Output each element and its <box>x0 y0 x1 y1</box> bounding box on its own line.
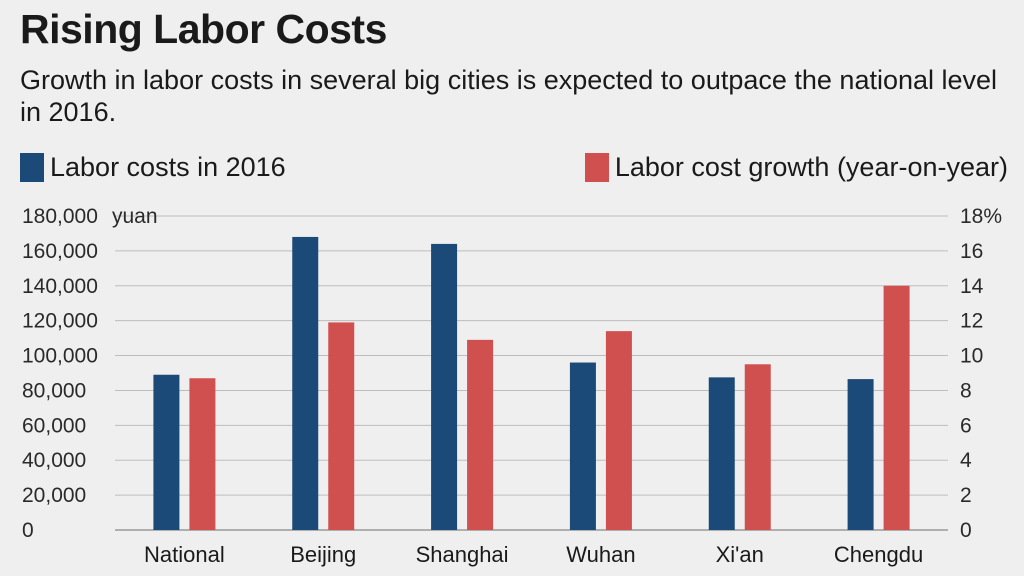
category-label: National <box>144 542 225 567</box>
right-tick-label: 6 <box>960 414 972 437</box>
left-tick-label: 160,000 <box>22 240 98 263</box>
bar-labor-cost-growth <box>328 322 355 530</box>
right-tick-label: 0 <box>960 519 972 542</box>
right-tick-label: 14 <box>960 275 984 298</box>
legend-label-labor-cost-growth: Labor cost growth (year-on-year) <box>614 152 1008 182</box>
right-tick-label: 18% <box>960 205 1002 228</box>
left-tick-label: 60,000 <box>22 414 86 437</box>
legend-label-labor-costs: Labor costs in 2016 <box>50 152 286 182</box>
bar-labor-cost-growth <box>189 378 216 530</box>
category-label: Beijing <box>290 542 356 567</box>
category-label: Shanghai <box>416 542 509 567</box>
legend-swatch-labor-costs <box>20 153 44 182</box>
category-label: Wuhan <box>566 542 635 567</box>
left-tick-label: 80,000 <box>22 379 86 402</box>
left-tick-label: 140,000 <box>22 275 98 298</box>
left-tick-label: 120,000 <box>22 310 98 333</box>
legend-labor-cost-growth: Labor cost growth (year-on-year) <box>584 152 1008 183</box>
left-tick-label: 0 <box>22 519 34 542</box>
category-label: Xi'an <box>716 542 764 567</box>
left-tick-label: 40,000 <box>22 449 86 472</box>
bar-labor-cost-growth <box>883 285 910 530</box>
legend-labor-costs: Labor costs in 2016 <box>20 152 286 183</box>
left-tick-label: 100,000 <box>22 345 98 368</box>
chart-subtitle: Growth in labor costs in several big cit… <box>20 65 998 127</box>
bar-labor-costs <box>431 243 458 530</box>
category-label: Chengdu <box>834 542 923 567</box>
left-axis-unit-label: yuan <box>112 205 158 228</box>
right-tick-label: 12 <box>960 310 983 333</box>
legend-swatch-labor-cost-growth <box>584 153 609 182</box>
bar-labor-costs <box>292 236 319 530</box>
right-tick-label: 10 <box>960 345 983 368</box>
bar-labor-costs <box>847 379 874 530</box>
bar-labor-costs <box>708 377 735 530</box>
right-tick-label: 4 <box>960 449 972 472</box>
bar-labor-cost-growth <box>467 339 494 530</box>
right-tick-label: 16 <box>960 240 983 263</box>
left-tick-label: 20,000 <box>22 484 86 507</box>
left-tick-label: 180,000 <box>22 205 98 228</box>
bar-labor-cost-growth <box>605 331 632 530</box>
bar-labor-cost-growth <box>744 364 771 530</box>
bar-labor-costs <box>153 374 180 530</box>
chart-title: Rising Labor Costs <box>20 6 387 52</box>
bar-labor-costs <box>569 362 596 530</box>
right-tick-label: 8 <box>960 379 972 402</box>
right-tick-label: 2 <box>960 484 972 507</box>
